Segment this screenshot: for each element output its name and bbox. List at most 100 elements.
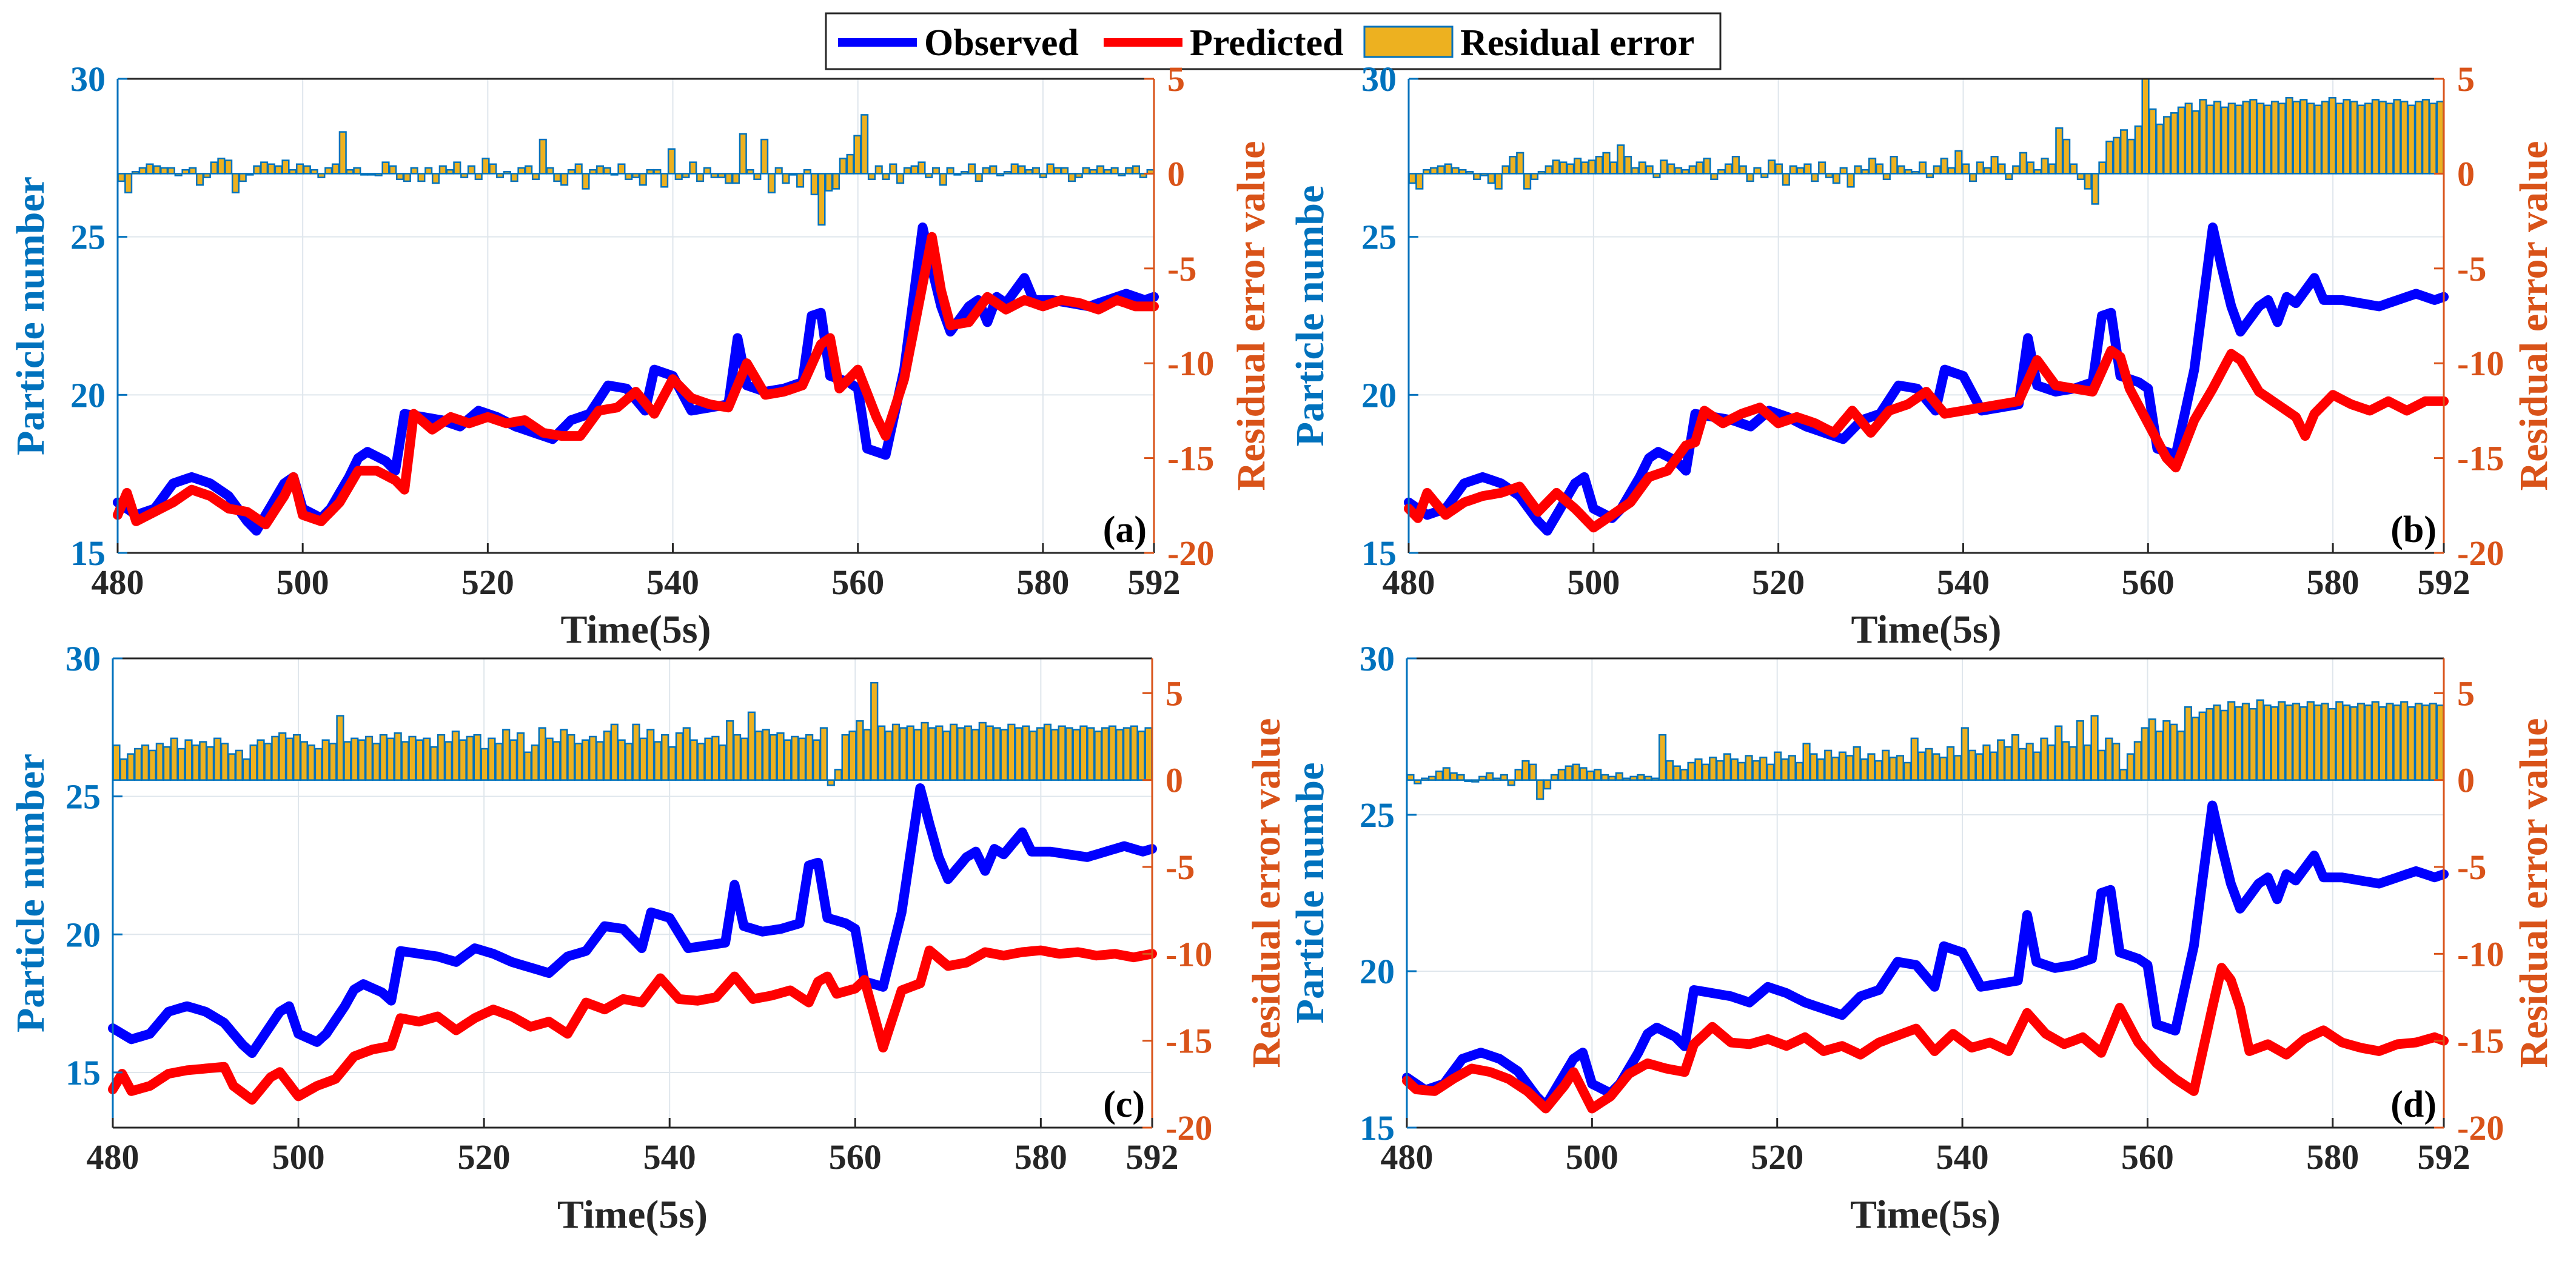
- residual-bar: [531, 744, 539, 781]
- residual-bar: [660, 734, 669, 781]
- residual-bar: [1983, 167, 1991, 175]
- x-tick-label: 560: [2121, 1137, 2174, 1177]
- y-tick-label-right: -5: [1167, 249, 1196, 289]
- x-tick-label: 592: [1128, 563, 1181, 602]
- residual-bar: [1108, 725, 1117, 781]
- residual-bar: [2084, 173, 2092, 190]
- residual-bar: [1665, 760, 1674, 781]
- residual-bar: [199, 741, 207, 781]
- residual-bar: [451, 731, 460, 781]
- residual-bar: [2400, 701, 2409, 781]
- residual-bar: [1509, 155, 1517, 175]
- residual-bar: [231, 173, 240, 193]
- residual-bar: [1565, 765, 1573, 781]
- residual-bar: [1875, 163, 1884, 175]
- residual-bar: [2127, 138, 2135, 175]
- residual-bar: [2198, 711, 2207, 781]
- residual-bar: [1990, 155, 1999, 175]
- residual-bar: [2184, 706, 2193, 781]
- residual-bar: [2025, 743, 2034, 781]
- residual-bar: [2421, 99, 2430, 175]
- residual-bar: [2119, 769, 2128, 781]
- residual-bar: [1478, 775, 1487, 781]
- residual-bar: [2170, 112, 2179, 175]
- residual-bar: [1053, 167, 1062, 175]
- residual-bar: [1940, 158, 1948, 175]
- residual-bar: [2041, 158, 2049, 175]
- residual-bar: [353, 167, 361, 175]
- residual-bar: [224, 159, 233, 175]
- residual-bar: [358, 739, 366, 781]
- residual-bar: [2113, 136, 2121, 175]
- residual-bar: [2220, 709, 2229, 781]
- residual-bar: [1608, 775, 1617, 781]
- residual-bar: [1010, 163, 1019, 175]
- residual-bar: [789, 173, 797, 176]
- residual-bar: [896, 173, 905, 184]
- residual-bar: [1688, 165, 1697, 175]
- residual-bar: [1617, 144, 1625, 175]
- residual-bar: [704, 737, 713, 781]
- residual-bar: [271, 735, 280, 781]
- residual-bar: [1759, 757, 1768, 781]
- residual-bar: [1075, 173, 1083, 178]
- residual-bar: [617, 739, 626, 781]
- y-tick-label-right: -10: [1167, 344, 1214, 383]
- residual-bar: [753, 173, 762, 181]
- residual-bar: [300, 741, 309, 781]
- residual-bar: [1043, 723, 1052, 781]
- residual-bar: [2292, 703, 2301, 781]
- residual-bar: [160, 167, 169, 175]
- y-tick-label-right: -5: [1166, 848, 1195, 887]
- residual-bar: [2356, 703, 2366, 781]
- residual-bar: [289, 169, 297, 175]
- residual-bar: [467, 165, 475, 175]
- residual-bar: [1796, 167, 1805, 175]
- residual-bar: [1932, 753, 1940, 781]
- residual-bar: [1139, 173, 1147, 178]
- residual-bar: [2378, 706, 2387, 781]
- y-tick-label-left: 15: [65, 1053, 101, 1092]
- residual-bar: [2299, 706, 2308, 781]
- residual-bar: [596, 165, 605, 175]
- residual-bar: [2033, 169, 2042, 175]
- residual-bar: [2112, 743, 2121, 781]
- x-tick-label: 480: [1381, 1137, 1434, 1177]
- residual-bar: [1853, 746, 1861, 781]
- residual-bar: [148, 749, 157, 781]
- residual-bar: [253, 165, 261, 175]
- residual-bar: [588, 735, 597, 781]
- residual-bar: [1573, 158, 1582, 175]
- legend: Observed Predicted Residual error: [825, 12, 1722, 70]
- residual-bar: [2278, 102, 2286, 175]
- residual-bar: [939, 173, 947, 186]
- residual-bar: [1039, 173, 1047, 178]
- residual-bar: [689, 161, 697, 175]
- residual-bar: [603, 167, 611, 175]
- residual-bar: [488, 737, 496, 781]
- residual-bar: [1723, 753, 1732, 781]
- chart-panel-b: 480 500 520 540 560 580 592 15 20 25 30 -20 -15 -10 -5…: [1288, 59, 2556, 652]
- residual-bar: [1774, 163, 1783, 175]
- residual-bar: [689, 739, 698, 781]
- residual-bar: [424, 167, 433, 175]
- residual-bar: [210, 161, 218, 175]
- residual-bar: [2126, 753, 2135, 781]
- residual-bar: [2378, 101, 2387, 175]
- residual-bar: [1444, 163, 1452, 175]
- residual-bar: [2285, 704, 2293, 781]
- residual-bar: [278, 732, 287, 781]
- residual-bar: [762, 729, 770, 781]
- residual-bar: [1845, 755, 1854, 781]
- residual-bar: [776, 732, 785, 781]
- residual-bar: [1122, 727, 1131, 781]
- residual-bar: [1029, 731, 1038, 781]
- residual-bar: [1615, 772, 1623, 781]
- x-tick-label: 580: [1016, 563, 1069, 602]
- residual-bar: [1795, 761, 1803, 781]
- residual-bar: [2061, 741, 2070, 781]
- residual-bar: [703, 167, 711, 175]
- residual-bar: [646, 729, 655, 781]
- residual-bar: [184, 739, 193, 781]
- chart-panel-a: 480 500 520 540 560 580 592 15 20 25 30 -20 -15 -10 -5…: [8, 59, 1273, 652]
